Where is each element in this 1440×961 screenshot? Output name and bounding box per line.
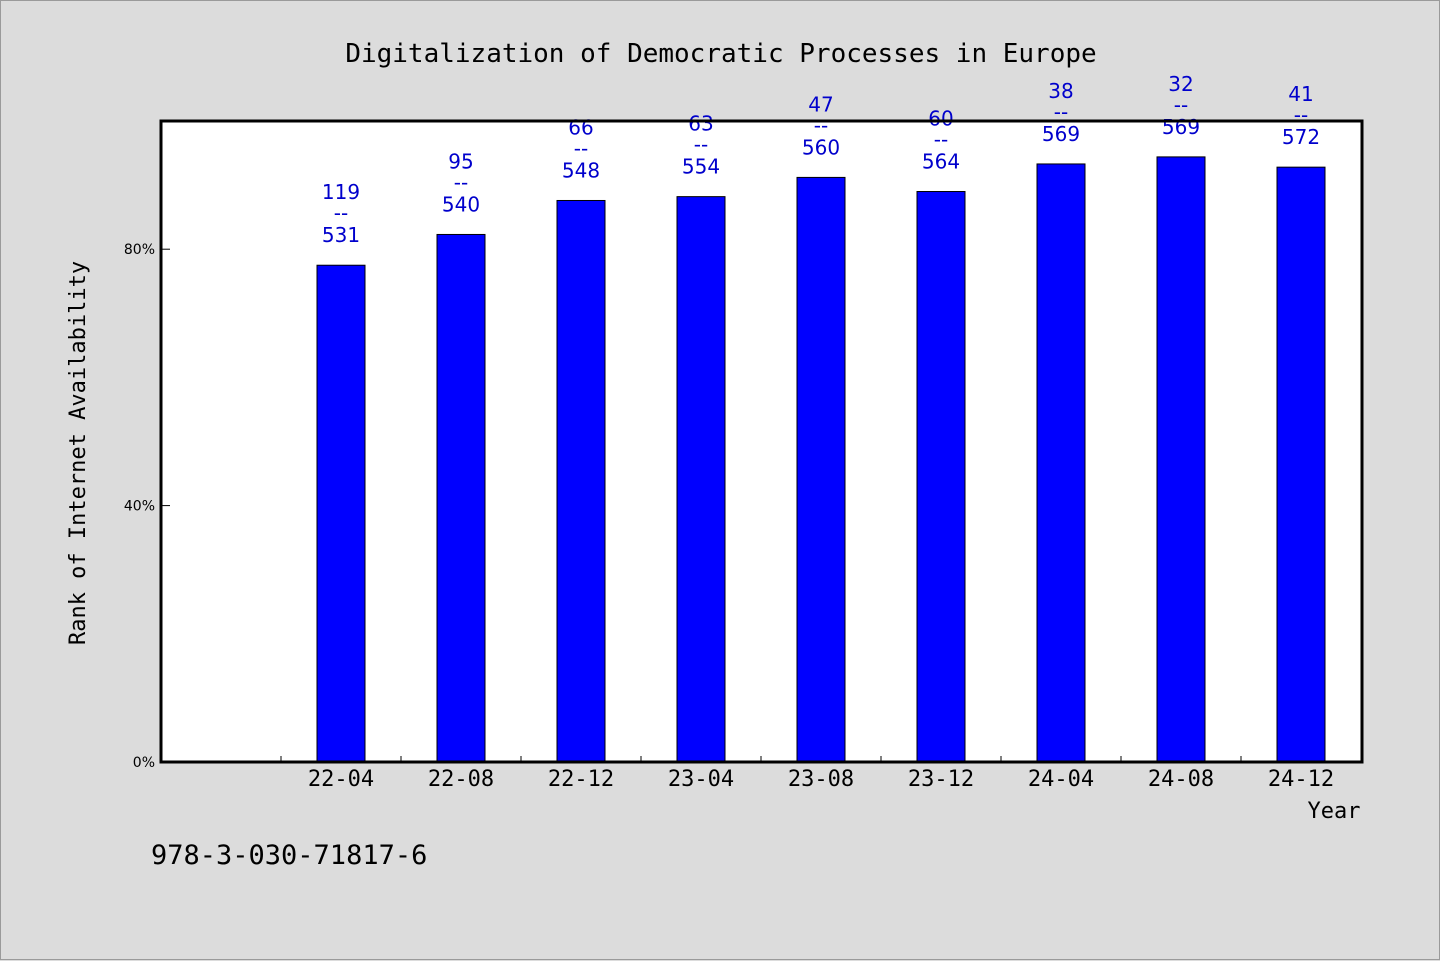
bar-separator-label: -- (934, 128, 948, 152)
bar-22-04 (316, 264, 366, 763)
bar-total-label: 564 (922, 150, 960, 174)
isbn-text: 978-3-030-71817-6 (151, 840, 427, 871)
x-tick-label: 22-04 (308, 767, 374, 792)
bar-rank-label: 38 (1048, 79, 1073, 103)
bar-rank-label: 47 (808, 92, 833, 116)
bar-total-label: 569 (1042, 122, 1080, 146)
x-tick-label: 22-08 (428, 767, 494, 792)
bar-24-08 (1156, 156, 1206, 763)
chart-title: Digitalization of Democratic Processes i… (345, 39, 1096, 69)
bar-separator-label: -- (814, 113, 828, 137)
bar-separator-label: -- (1174, 93, 1188, 117)
bar-24-04 (1036, 163, 1086, 763)
y-tick-label: 0% (133, 755, 155, 771)
bar-total-label: 572 (1282, 125, 1320, 149)
bar-rank-label: 66 (568, 115, 593, 139)
bar-23-04 (676, 196, 726, 763)
bars-layer (316, 156, 1326, 763)
bar-22-08 (436, 233, 486, 763)
x-tick-label: 24-12 (1268, 767, 1334, 792)
bar-rank-label: 63 (688, 112, 713, 136)
bar-separator-label: -- (334, 201, 348, 225)
x-tick-label: 23-04 (668, 767, 734, 792)
bar-rank-label: 32 (1168, 72, 1193, 96)
bar-separator-label: -- (694, 133, 708, 157)
bar-labels-layer: 119--53195--54066--54863--55447--56060--… (322, 72, 1320, 247)
bar-rank-label: 41 (1288, 82, 1313, 106)
bar-23-12 (916, 191, 966, 763)
bar-rank-label: 60 (928, 107, 953, 131)
bar-separator-label: -- (454, 170, 468, 194)
x-tick-label: 23-12 (908, 767, 974, 792)
bar-total-label: 548 (562, 158, 600, 182)
bar-total-label: 531 (322, 223, 360, 247)
bar-separator-label: -- (574, 136, 588, 160)
bar-23-08 (796, 176, 846, 763)
x-axis-label: Year (1308, 799, 1361, 824)
bar-22-12 (556, 199, 606, 763)
bar-total-label: 540 (442, 192, 480, 216)
bar-rank-label: 119 (322, 180, 360, 204)
bar-total-label: 569 (1162, 115, 1200, 139)
x-tick-label: 22-12 (548, 767, 614, 792)
bar-total-label: 554 (682, 155, 720, 179)
bar-total-label: 560 (802, 135, 840, 159)
bar-separator-label: -- (1054, 100, 1068, 124)
y-axis: 0% 40% 80% (124, 242, 170, 771)
x-tick-label: 24-08 (1148, 767, 1214, 792)
x-tick-label: 23-08 (788, 767, 854, 792)
y-axis-label: Rank of Internet Availability (66, 261, 91, 645)
bar-rank-label: 95 (448, 149, 473, 173)
y-tick-label: 80% (124, 242, 155, 258)
x-tick-label: 24-04 (1028, 767, 1094, 792)
y-tick-label: 40% (124, 499, 155, 515)
x-axis: 22-04 22-08 22-12 23-04 23-08 23-12 24-04 24-08… (280, 756, 1362, 792)
bar-24-12 (1276, 166, 1326, 763)
bar-separator-label: -- (1294, 103, 1308, 127)
